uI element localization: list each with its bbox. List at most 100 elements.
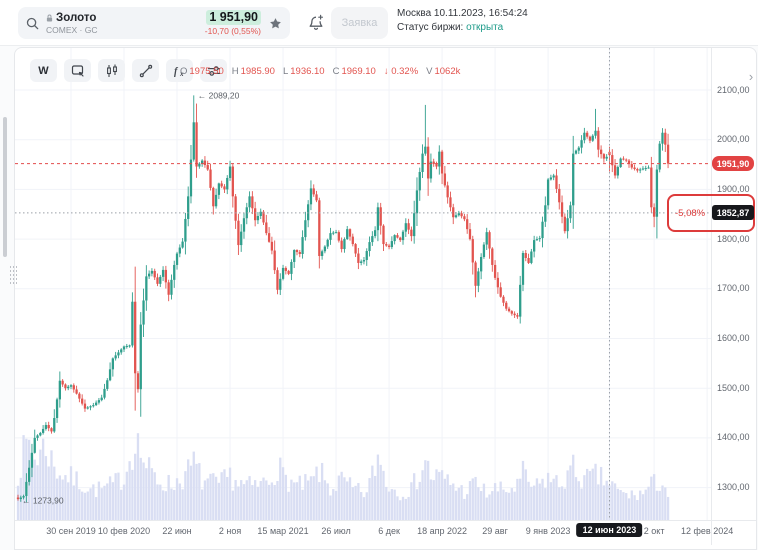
volume-bar	[212, 473, 215, 520]
volume-bar	[622, 492, 625, 520]
candles-style-icon[interactable]	[98, 59, 125, 82]
candle-body	[569, 205, 572, 219]
candle-body	[276, 270, 279, 290]
time-axis-label: 6 дек	[378, 526, 400, 536]
volume-bar	[273, 485, 276, 520]
candle-body	[220, 183, 223, 187]
timeframe-button[interactable]: W	[30, 59, 57, 82]
candle-body	[454, 215, 458, 218]
volume-bar	[337, 475, 340, 520]
candle-body	[156, 277, 159, 284]
candle-body	[270, 241, 274, 251]
time-axis-label: 9 янв 2023	[525, 526, 571, 536]
page-scrollbar[interactable]	[3, 117, 7, 257]
candle-body	[298, 252, 301, 255]
candle-body	[273, 250, 276, 271]
candle-body	[546, 179, 550, 206]
chart-layout-icon[interactable]	[64, 59, 91, 82]
volume-bar	[89, 488, 92, 520]
candle-body	[326, 239, 329, 247]
volume-bar	[379, 464, 382, 520]
candle-body	[340, 240, 343, 250]
candle-body	[393, 235, 396, 242]
candle-body	[535, 239, 539, 241]
favorite-star-icon[interactable]	[269, 17, 282, 30]
volume-bar	[482, 483, 486, 520]
instrument-selector[interactable]: Золото COMEX · GC 1 951,90 -10,70 (0,55%…	[18, 7, 290, 39]
volume-bar	[231, 490, 234, 520]
candle-body	[560, 202, 564, 217]
volume-bar	[270, 482, 274, 520]
candle-body	[108, 369, 112, 381]
candle-body	[139, 324, 142, 390]
volume-bar	[75, 471, 78, 520]
candle-body	[538, 238, 541, 240]
candle-body	[516, 315, 519, 317]
time-axis-label: 2 ноя	[218, 526, 242, 536]
candle-body	[580, 140, 583, 148]
volume-bar	[265, 480, 268, 520]
candle-body	[173, 264, 176, 280]
candle-body	[390, 241, 394, 248]
volume-bar	[41, 438, 45, 520]
volume-bar	[346, 481, 349, 520]
volume-bar	[354, 485, 357, 520]
candle-body	[16, 497, 20, 500]
ohlc-legend-item: O 1975.50	[180, 65, 224, 77]
volume-bar	[421, 470, 424, 520]
candle-body	[251, 196, 254, 209]
order-button[interactable]: Заявка	[331, 7, 388, 39]
volume-bar	[558, 487, 561, 520]
panel-splitter-handle[interactable]	[9, 265, 18, 285]
trendline-tool-icon[interactable]	[132, 59, 159, 82]
indicators-fx-icon[interactable]: f x	[166, 59, 193, 82]
candle-body	[644, 168, 647, 170]
svg-text:x: x	[179, 70, 184, 78]
time-axis-label: 12 фев 2024	[681, 526, 734, 536]
volume-bar	[92, 484, 95, 520]
volume-bar	[139, 457, 142, 520]
candle-body	[488, 232, 491, 249]
volume-bar	[530, 486, 533, 520]
volume-bar	[413, 473, 416, 520]
candle-body	[658, 143, 661, 170]
volume-bar	[382, 470, 385, 520]
price-annotation: ← 1273,90	[22, 496, 64, 506]
candle-body	[122, 346, 126, 350]
volume-bar	[192, 451, 195, 520]
chart-settings-icon[interactable]	[200, 59, 227, 82]
search-icon[interactable]	[26, 17, 39, 30]
candle-body	[468, 229, 472, 240]
candle-body	[426, 146, 430, 179]
volume-bar	[340, 471, 343, 520]
candle-body	[100, 397, 103, 401]
candle-body	[572, 153, 575, 206]
candle-body	[505, 302, 508, 309]
volume-bar	[443, 478, 447, 520]
alert-bell-icon[interactable]	[305, 12, 327, 34]
candle-body	[332, 232, 335, 234]
candle-body	[25, 481, 28, 497]
volume-bar	[546, 472, 550, 520]
volume-bar	[630, 490, 633, 520]
price-axis-label: 2100,00	[717, 84, 750, 95]
candle-body	[145, 276, 148, 301]
volume-bar	[636, 499, 639, 520]
volume-bar	[329, 495, 332, 520]
volume-bar	[323, 480, 327, 520]
volume-bar	[334, 490, 338, 520]
chart-toolbar: W f x	[30, 59, 227, 82]
candle-body	[234, 196, 237, 221]
volume-bar	[429, 479, 433, 520]
volume-bar	[507, 492, 511, 520]
candle-body	[237, 220, 240, 246]
candle-body	[245, 207, 248, 219]
volume-bar	[583, 475, 586, 520]
candle-body	[521, 253, 525, 285]
candle-body	[466, 219, 469, 230]
candle-body	[432, 161, 435, 165]
candle-body	[410, 229, 413, 237]
volume-bar	[108, 476, 112, 520]
collapse-panel-chevron-icon[interactable]: ›	[748, 69, 754, 84]
